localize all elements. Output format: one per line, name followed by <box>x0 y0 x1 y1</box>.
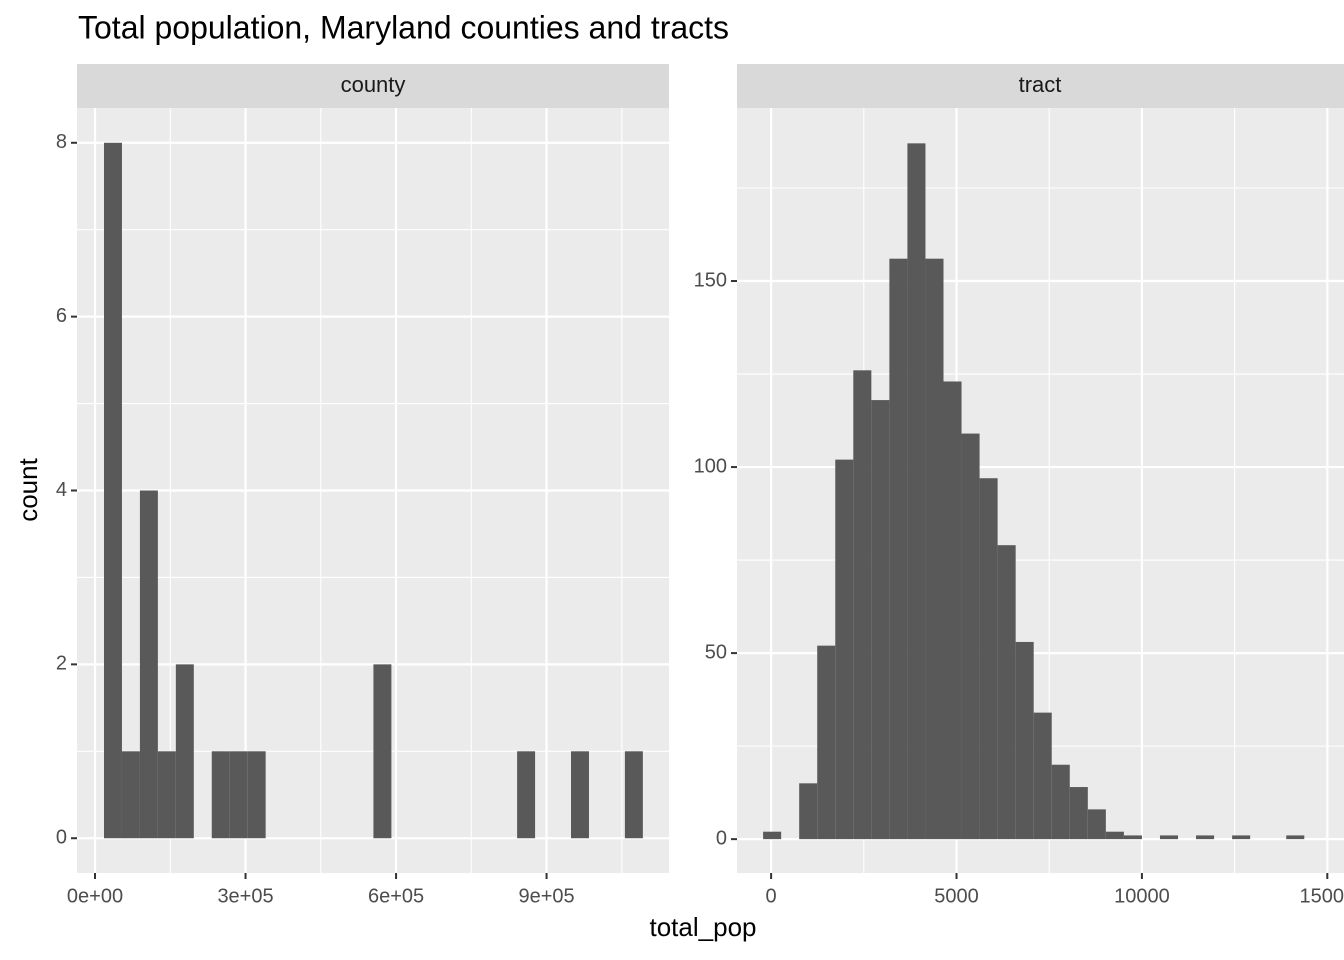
bar <box>1087 809 1106 840</box>
y-axis-label: count <box>13 457 43 521</box>
bar <box>139 490 158 839</box>
bar <box>624 751 643 839</box>
x-tick-label: 9e+05 <box>518 885 574 907</box>
bar <box>175 664 194 839</box>
bar <box>835 459 854 840</box>
x-tick-label: 0 <box>766 885 777 907</box>
bar <box>517 751 536 839</box>
y-tick-label: 150 <box>694 269 727 291</box>
bar <box>1123 835 1142 840</box>
x-tick-label: 0e+00 <box>67 885 123 907</box>
bar <box>1051 764 1070 840</box>
bar <box>961 433 980 840</box>
y-tick-label: 8 <box>56 131 67 153</box>
x-tick-label: 10000 <box>1114 885 1170 907</box>
bar <box>889 258 908 840</box>
y-tick-label: 4 <box>56 479 67 501</box>
bar <box>211 751 230 839</box>
bar <box>1159 835 1179 840</box>
strip <box>737 64 1344 108</box>
y-tick-label: 0 <box>716 827 727 849</box>
facet-label: county <box>341 72 406 97</box>
bar <box>979 478 998 840</box>
bar <box>1033 712 1052 840</box>
bar <box>943 381 962 840</box>
bar <box>373 664 392 839</box>
strip <box>77 64 669 108</box>
bar <box>1286 835 1305 840</box>
y-tick-label: 0 <box>56 827 67 849</box>
bar <box>871 400 890 840</box>
bar <box>1196 835 1215 840</box>
y-tick-label: 50 <box>705 641 727 663</box>
chart-title: Total population, Maryland counties and … <box>78 9 729 45</box>
bar <box>925 258 944 840</box>
bar <box>799 783 818 840</box>
bar <box>997 545 1016 840</box>
x-axis-label: total_pop <box>650 912 757 942</box>
y-tick-label: 2 <box>56 653 67 675</box>
bar <box>1069 787 1088 840</box>
bar <box>763 831 782 840</box>
bar <box>247 751 266 839</box>
y-tick-label: 6 <box>56 305 67 327</box>
bar <box>103 142 122 839</box>
y-tick-label: 100 <box>694 455 727 477</box>
bar <box>1015 641 1034 840</box>
bar <box>157 751 176 839</box>
x-tick-label: 5000 <box>934 885 979 907</box>
bar <box>1232 835 1251 840</box>
bar <box>1105 831 1124 840</box>
bar <box>571 751 589 839</box>
bar <box>817 645 836 840</box>
x-tick-label: 3e+05 <box>217 885 273 907</box>
bar <box>229 751 248 839</box>
bar <box>907 143 926 840</box>
facet-label: tract <box>1019 72 1062 97</box>
x-tick-label: 6e+05 <box>368 885 424 907</box>
bar <box>121 751 140 839</box>
bar <box>853 370 872 840</box>
